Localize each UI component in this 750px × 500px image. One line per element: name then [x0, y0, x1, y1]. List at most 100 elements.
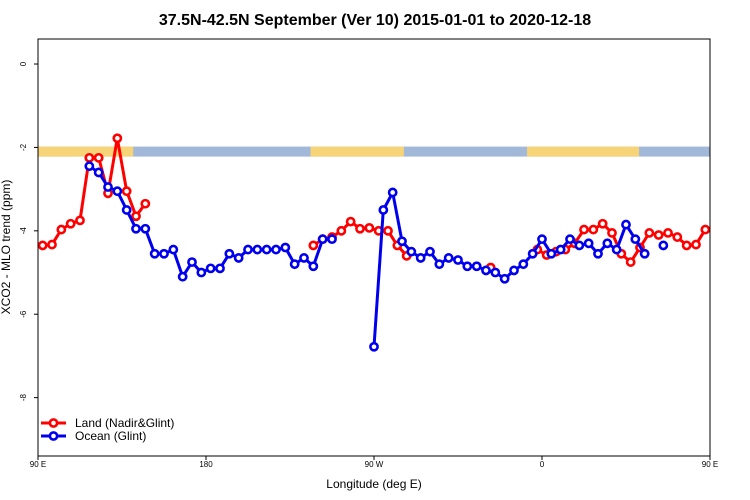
series-1-point	[658, 240, 669, 251]
legend-marker	[48, 418, 59, 428]
series-0-point	[131, 211, 141, 222]
series-1-point	[739, 163, 746, 170]
series-0-point	[84, 152, 95, 163]
y-tick-label: -4	[19, 227, 28, 235]
series-1-point	[434, 259, 445, 270]
series-layer	[38, 133, 750, 352]
x-tick-label: 180	[199, 460, 213, 469]
series-1-point	[518, 259, 529, 270]
y-axis: 0 -2 -4 -6 -8	[19, 61, 38, 401]
series-1-point	[168, 244, 179, 255]
series-1-point	[243, 244, 253, 255]
series-1-point	[415, 253, 426, 263]
series-0-point	[700, 224, 710, 235]
series-0-point	[579, 224, 589, 235]
land-band-0	[38, 146, 134, 157]
x-tick-label: 0	[540, 460, 545, 469]
series-1-point	[252, 244, 263, 255]
legend: Land (Nadir&Glint)Ocean (Glint)	[41, 416, 174, 443]
series-1-point	[205, 263, 216, 274]
series-1-point	[425, 246, 435, 257]
series-1-point	[499, 273, 510, 284]
series-0-point	[56, 224, 67, 235]
land-band-1	[310, 146, 404, 157]
series-0-point	[588, 224, 599, 235]
series-0-point	[47, 239, 57, 250]
series-1-point	[93, 167, 104, 178]
series-1-point	[611, 244, 622, 255]
series-0-point	[720, 217, 727, 224]
series-1-point	[369, 341, 379, 352]
series-1-point	[509, 265, 519, 276]
series-0-point	[336, 225, 347, 236]
series-1-point	[131, 223, 141, 234]
x-axis: 90 E 180 90 W 0 90 E	[30, 456, 718, 469]
land-band-3	[710, 147, 750, 157]
series-1-point	[187, 257, 197, 267]
series-1-point	[224, 248, 235, 259]
series-1-point	[565, 234, 575, 245]
series-0-point	[653, 230, 664, 240]
x-tick-label: 90 W	[365, 460, 384, 469]
series-1-point	[574, 240, 585, 251]
series-1-point	[555, 244, 566, 255]
x-tick-label: 90 E	[30, 460, 46, 469]
legend-label: Ocean (Glint)	[75, 429, 146, 443]
series-1-point	[378, 205, 389, 215]
series-1-point	[481, 265, 491, 276]
series-1-point	[639, 248, 650, 259]
y-tick-label: -8	[19, 394, 28, 402]
series-1-point	[233, 253, 244, 263]
series-1-point	[112, 186, 123, 197]
series-1-point	[196, 267, 207, 278]
series-1-point	[299, 253, 309, 263]
series-0-point	[308, 240, 319, 251]
series-0-point	[607, 228, 617, 238]
y-tick-label: -2	[19, 143, 28, 151]
series-1-point	[406, 246, 417, 257]
series-1-point	[583, 238, 594, 249]
y-tick-label: 0	[19, 61, 28, 66]
y-axis-label: XCO2 - MLO trend (ppm)	[0, 180, 13, 315]
series-0-point	[730, 154, 737, 161]
series-1-point	[140, 223, 151, 234]
series-1-point	[443, 253, 454, 263]
series-1-point	[84, 161, 95, 172]
land-band-2	[527, 146, 640, 157]
series-1-point	[471, 261, 482, 272]
series-0-point	[663, 228, 673, 238]
series-0-point	[681, 240, 692, 251]
series-1-point	[546, 248, 557, 259]
series-0-point	[75, 215, 85, 226]
series-1-point	[308, 261, 319, 272]
series-0-point	[93, 152, 104, 163]
series-0-point	[739, 154, 746, 161]
legend-label: Land (Nadir&Glint)	[75, 416, 174, 430]
x-tick-label: 90 E	[702, 460, 718, 469]
series-0-point	[38, 240, 48, 251]
series-0-line-4	[715, 138, 750, 224]
series-0-point	[65, 218, 76, 229]
legend-marker	[48, 431, 59, 441]
series-0-point	[383, 225, 393, 236]
series-0-point	[121, 186, 132, 197]
series-1-point	[103, 182, 113, 192]
series-1-point	[149, 248, 160, 259]
series-0-point	[597, 218, 608, 229]
series-1-point	[453, 255, 463, 265]
series-1-point	[271, 244, 281, 255]
series-1-point	[177, 271, 188, 282]
y-tick-label: -6	[19, 310, 28, 318]
series-1-point	[462, 261, 473, 272]
series-0-point	[709, 222, 710, 226]
series-1-point	[387, 187, 398, 198]
series-0-point	[691, 239, 701, 250]
series-1-point	[215, 263, 225, 274]
series-1-point	[593, 248, 603, 259]
series-1-point	[159, 248, 169, 259]
series-1-point	[397, 236, 407, 247]
series-1-point	[537, 234, 547, 245]
series-0-point	[140, 198, 151, 209]
series-0-point	[672, 232, 683, 242]
